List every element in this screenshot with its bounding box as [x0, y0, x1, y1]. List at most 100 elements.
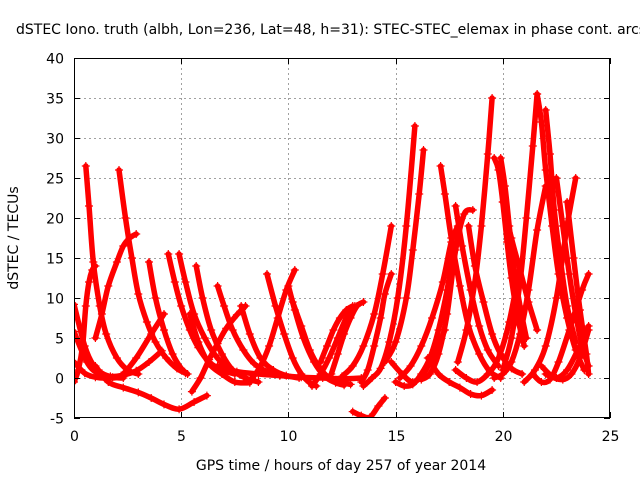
data-point-marker — [374, 402, 383, 410]
data-point-marker — [408, 246, 417, 254]
data-point-marker — [434, 350, 443, 358]
data-point-marker — [380, 290, 389, 298]
data-point-marker — [395, 374, 404, 382]
data-point-marker — [115, 166, 123, 174]
data-point-marker — [533, 90, 542, 98]
data-point-marker — [552, 294, 561, 302]
data-point-marker — [447, 234, 456, 242]
data-point-marker — [346, 380, 355, 389]
series-line-arc-35 — [452, 203, 502, 369]
data-point-marker — [91, 373, 100, 382]
data-point-marker — [81, 162, 90, 170]
data-point-marker — [241, 377, 250, 386]
data-point-marker — [74, 378, 78, 386]
data-point-marker — [74, 327, 78, 336]
data-point-marker — [340, 330, 349, 338]
data-point-marker — [338, 372, 346, 381]
data-point-marker — [123, 366, 132, 374]
series-line-arc-29 — [382, 147, 427, 365]
data-point-marker — [402, 294, 411, 302]
data-point-marker — [541, 106, 550, 114]
data-point-marker — [520, 342, 529, 350]
data-point-marker — [393, 294, 402, 302]
data-point-marker — [318, 374, 327, 382]
data-point-marker — [387, 358, 396, 366]
data-point-marker — [228, 326, 237, 334]
data-point-marker — [142, 318, 151, 326]
data-point-marker — [533, 326, 542, 334]
plot-frame — [74, 58, 610, 418]
data-point-marker — [434, 326, 443, 334]
data-point-marker — [451, 202, 460, 210]
data-point-marker — [458, 242, 467, 250]
data-point-marker — [488, 330, 497, 338]
data-point-marker — [440, 190, 449, 198]
data-point-marker — [425, 370, 434, 378]
data-point-marker — [217, 370, 226, 378]
data-point-marker — [359, 342, 368, 350]
y-tick-label: 30 — [46, 132, 64, 148]
data-point-marker — [400, 382, 409, 390]
data-point-marker — [537, 362, 546, 370]
data-point-marker — [151, 294, 160, 302]
data-point-marker — [496, 154, 505, 162]
data-point-marker — [522, 334, 531, 342]
data-point-marker — [256, 362, 265, 370]
data-point-marker — [473, 378, 482, 386]
data-point-marker — [329, 326, 338, 334]
data-point-marker — [370, 342, 379, 350]
data-point-marker — [297, 373, 306, 382]
data-point-marker — [190, 398, 199, 406]
data-point-marker — [346, 314, 355, 322]
data-point-marker — [232, 367, 241, 376]
data-point-marker — [102, 330, 111, 338]
y-tick-label: 10 — [46, 292, 64, 308]
data-point-marker — [89, 258, 98, 266]
data-point-marker — [475, 350, 484, 358]
data-point-marker — [490, 374, 499, 382]
data-point-marker — [175, 250, 184, 258]
data-point-marker — [576, 354, 584, 362]
data-point-marker — [217, 350, 226, 358]
data-point-marker — [196, 374, 205, 382]
data-point-marker — [537, 378, 546, 386]
data-point-marker — [316, 358, 325, 366]
data-point-marker — [522, 214, 531, 222]
data-point-marker — [288, 298, 297, 306]
data-point-marker — [378, 270, 387, 278]
data-point-marker — [464, 222, 473, 230]
data-point-marker — [387, 270, 396, 278]
data-point-marker — [181, 278, 190, 286]
data-point-marker — [567, 370, 576, 378]
data-point-marker — [232, 310, 241, 319]
data-point-marker — [368, 374, 376, 382]
data-point-marker — [576, 306, 584, 314]
data-point-marker — [408, 380, 417, 389]
data-point-marker — [263, 270, 271, 278]
data-point-marker — [308, 382, 316, 390]
data-point-marker — [275, 371, 284, 380]
data-point-marker — [74, 366, 83, 374]
data-point-marker — [483, 370, 492, 378]
data-point-marker — [483, 346, 492, 354]
data-point-marker — [183, 370, 192, 378]
data-point-marker — [121, 214, 130, 222]
data-point-marker — [376, 364, 385, 373]
data-point-marker — [160, 400, 168, 409]
x-tick-label: 25 — [602, 429, 620, 445]
data-point-marker — [342, 306, 351, 314]
series-line-arc-27 — [339, 223, 395, 380]
data-point-marker — [305, 346, 314, 354]
x-axis-label: GPS time / hours of day 257 of year 2014 — [196, 458, 486, 474]
data-point-marker — [445, 378, 454, 386]
data-point-marker — [550, 206, 559, 214]
data-point-marker — [455, 383, 464, 392]
data-point-marker — [507, 334, 516, 342]
data-point-marker — [213, 282, 222, 290]
data-point-marker — [104, 282, 113, 290]
data-point-marker — [254, 378, 263, 386]
data-point-marker — [453, 358, 462, 366]
data-point-marker — [554, 358, 563, 366]
